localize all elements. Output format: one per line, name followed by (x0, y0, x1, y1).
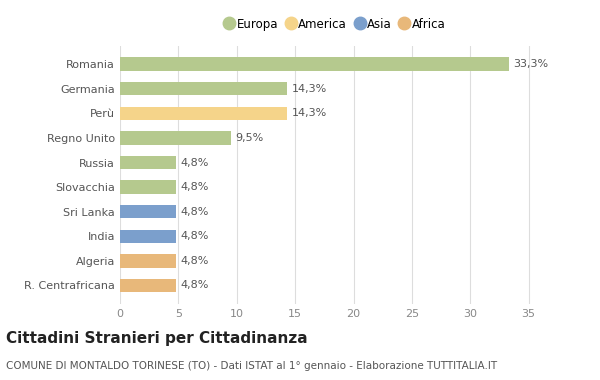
Text: 14,3%: 14,3% (292, 108, 327, 118)
Text: 14,3%: 14,3% (292, 84, 327, 94)
Bar (120, 254, 176, 268)
Text: 9,5%: 9,5% (236, 133, 264, 143)
Text: 4,8%: 4,8% (181, 207, 209, 217)
Bar (120, 156, 176, 169)
Bar (120, 131, 231, 145)
Text: 4,8%: 4,8% (181, 256, 209, 266)
Bar (120, 106, 287, 120)
Text: 4,8%: 4,8% (181, 280, 209, 290)
Text: 4,8%: 4,8% (181, 157, 209, 168)
Bar (120, 82, 287, 95)
Text: 4,8%: 4,8% (181, 231, 209, 241)
Bar (120, 57, 509, 71)
Bar (120, 230, 176, 243)
Text: 33,3%: 33,3% (514, 59, 548, 69)
Bar (120, 180, 176, 194)
Text: COMUNE DI MONTALDO TORINESE (TO) - Dati ISTAT al 1° gennaio - Elaborazione TUTTI: COMUNE DI MONTALDO TORINESE (TO) - Dati … (6, 361, 497, 371)
Legend: Europa, America, Asia, Africa: Europa, America, Asia, Africa (223, 14, 449, 35)
Bar (120, 205, 176, 218)
Bar (120, 279, 176, 292)
Text: Cittadini Stranieri per Cittadinanza: Cittadini Stranieri per Cittadinanza (6, 331, 308, 345)
Text: 4,8%: 4,8% (181, 182, 209, 192)
